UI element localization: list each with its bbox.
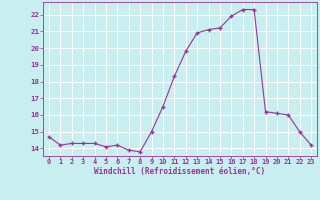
X-axis label: Windchill (Refroidissement éolien,°C): Windchill (Refroidissement éolien,°C)	[94, 167, 266, 176]
